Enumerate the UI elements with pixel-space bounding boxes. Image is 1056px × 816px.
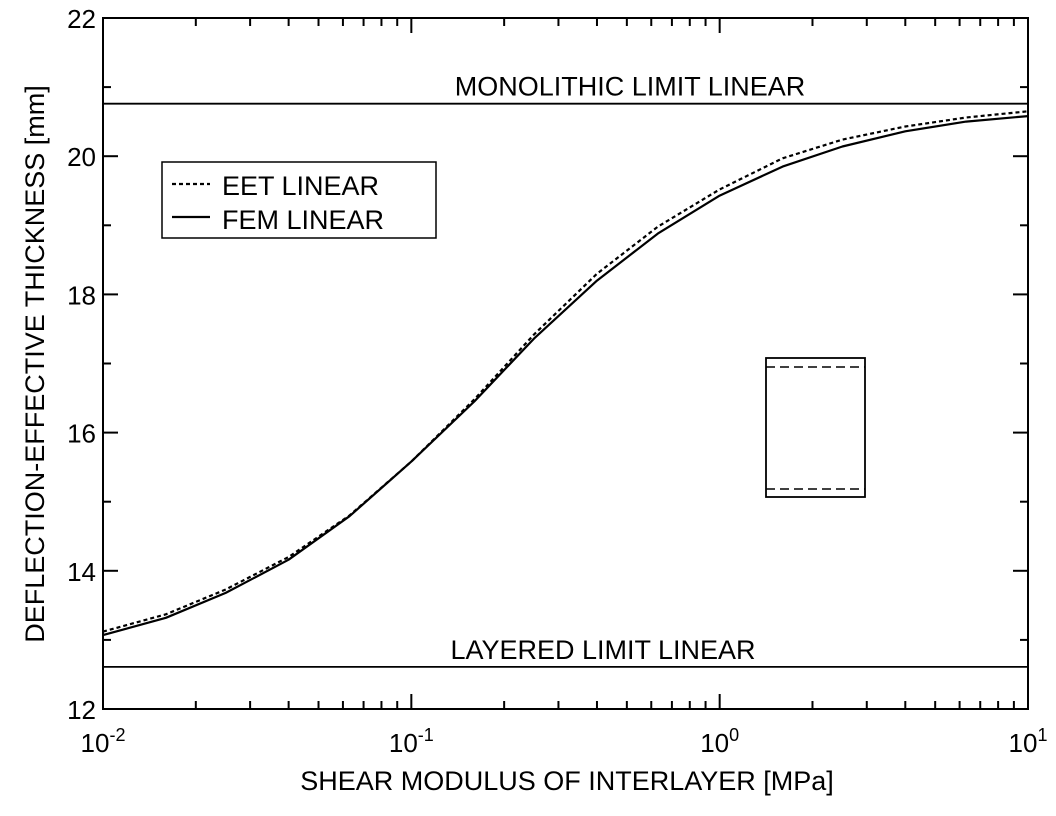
x-tick-label: 10-2 [81, 725, 126, 758]
series-line-fem-linear [102, 115, 1029, 637]
y-tick-label: 14 [67, 557, 96, 587]
x-tick-base: 10 [81, 728, 110, 758]
data-series [102, 110, 1029, 637]
x-tick-base: 10 [700, 728, 729, 758]
y-tick-label: 16 [67, 419, 96, 449]
reference-line-label: LAYERED LIMIT LINEAR [450, 635, 755, 665]
legend-label-eet-linear: EET LINEAR [222, 171, 379, 201]
x-tick-exponent: 0 [729, 725, 739, 745]
legend-label-fem-linear: FEM LINEAR [222, 205, 384, 235]
x-tick-base: 10 [1009, 728, 1038, 758]
legend-box [161, 161, 437, 239]
plot-frame [102, 17, 1029, 710]
x-tick-exponent: -2 [109, 725, 125, 745]
x-axis-title: SHEAR MODULUS OF INTERLAYER [MPa] [300, 766, 834, 796]
legend: EET LINEAR FEM LINEAR [161, 161, 437, 239]
reference-line-label: MONOLITHIC LIMIT LINEAR [455, 72, 806, 102]
laminated-glass-cross-section-icon [765, 357, 866, 498]
y-tick-label: 12 [67, 695, 96, 725]
series-line-eet-linear [102, 110, 1029, 633]
x-tick-label: 10-1 [389, 725, 434, 758]
x-tick-label: 100 [700, 725, 739, 758]
reference-lines: MONOLITHIC LIMIT LINEAR LAYERED LIMIT LIN… [103, 72, 1028, 668]
y-tick-label: 22 [67, 4, 96, 34]
x-tick-label: 101 [1009, 725, 1048, 758]
x-tick-base: 10 [389, 728, 418, 758]
cross-section-outline [765, 357, 866, 498]
y-tick-label: 20 [67, 142, 96, 172]
y-tick-label: 18 [67, 280, 96, 310]
y-axis-title: DEFLECTION-EFFECTIVE THICKNESS [mm] [20, 85, 50, 643]
x-tick-exponent: -1 [418, 725, 434, 745]
axis-ticks [102, 17, 1029, 710]
x-tick-exponent: 1 [1037, 725, 1047, 745]
